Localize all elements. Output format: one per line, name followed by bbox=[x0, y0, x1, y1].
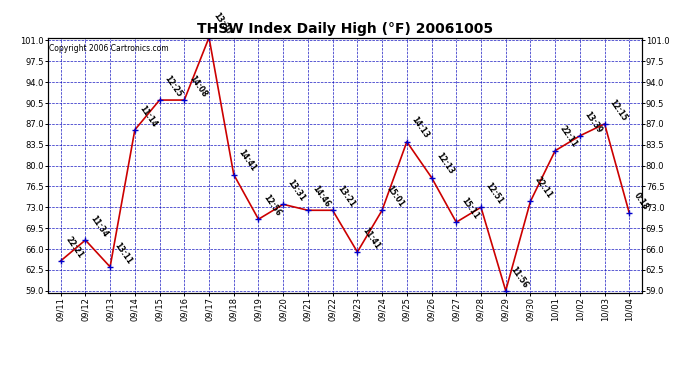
Text: 13:30: 13:30 bbox=[212, 11, 233, 36]
Text: 0:18: 0:18 bbox=[632, 191, 651, 212]
Text: 15:01: 15:01 bbox=[385, 184, 406, 209]
Text: 13:31: 13:31 bbox=[286, 178, 307, 203]
Text: Copyright 2006 Cartronics.com: Copyright 2006 Cartronics.com bbox=[50, 44, 169, 53]
Text: 12:15: 12:15 bbox=[607, 98, 629, 123]
Text: 11:41: 11:41 bbox=[360, 226, 382, 251]
Text: 13:11: 13:11 bbox=[113, 241, 134, 266]
Text: 12:13: 12:13 bbox=[434, 151, 455, 176]
Text: 22:11: 22:11 bbox=[533, 175, 555, 200]
Text: 11:56: 11:56 bbox=[509, 264, 530, 290]
Text: 12:51: 12:51 bbox=[484, 181, 505, 206]
Text: 13:39: 13:39 bbox=[582, 110, 604, 134]
Text: 22:21: 22:21 bbox=[63, 235, 85, 260]
Text: 11:14: 11:14 bbox=[137, 104, 159, 129]
Text: 11:34: 11:34 bbox=[88, 214, 110, 238]
Text: 14:41: 14:41 bbox=[237, 148, 258, 173]
Text: 14:13: 14:13 bbox=[410, 116, 431, 140]
Text: 12:56: 12:56 bbox=[262, 193, 282, 218]
Text: 14:46: 14:46 bbox=[310, 184, 332, 209]
Text: 22:11: 22:11 bbox=[558, 124, 579, 149]
Title: THSW Index Daily High (°F) 20061005: THSW Index Daily High (°F) 20061005 bbox=[197, 22, 493, 36]
Text: 14:08: 14:08 bbox=[187, 74, 208, 99]
Text: 13:21: 13:21 bbox=[335, 184, 357, 209]
Text: 12:25: 12:25 bbox=[162, 74, 184, 99]
Text: 15:11: 15:11 bbox=[459, 196, 480, 221]
